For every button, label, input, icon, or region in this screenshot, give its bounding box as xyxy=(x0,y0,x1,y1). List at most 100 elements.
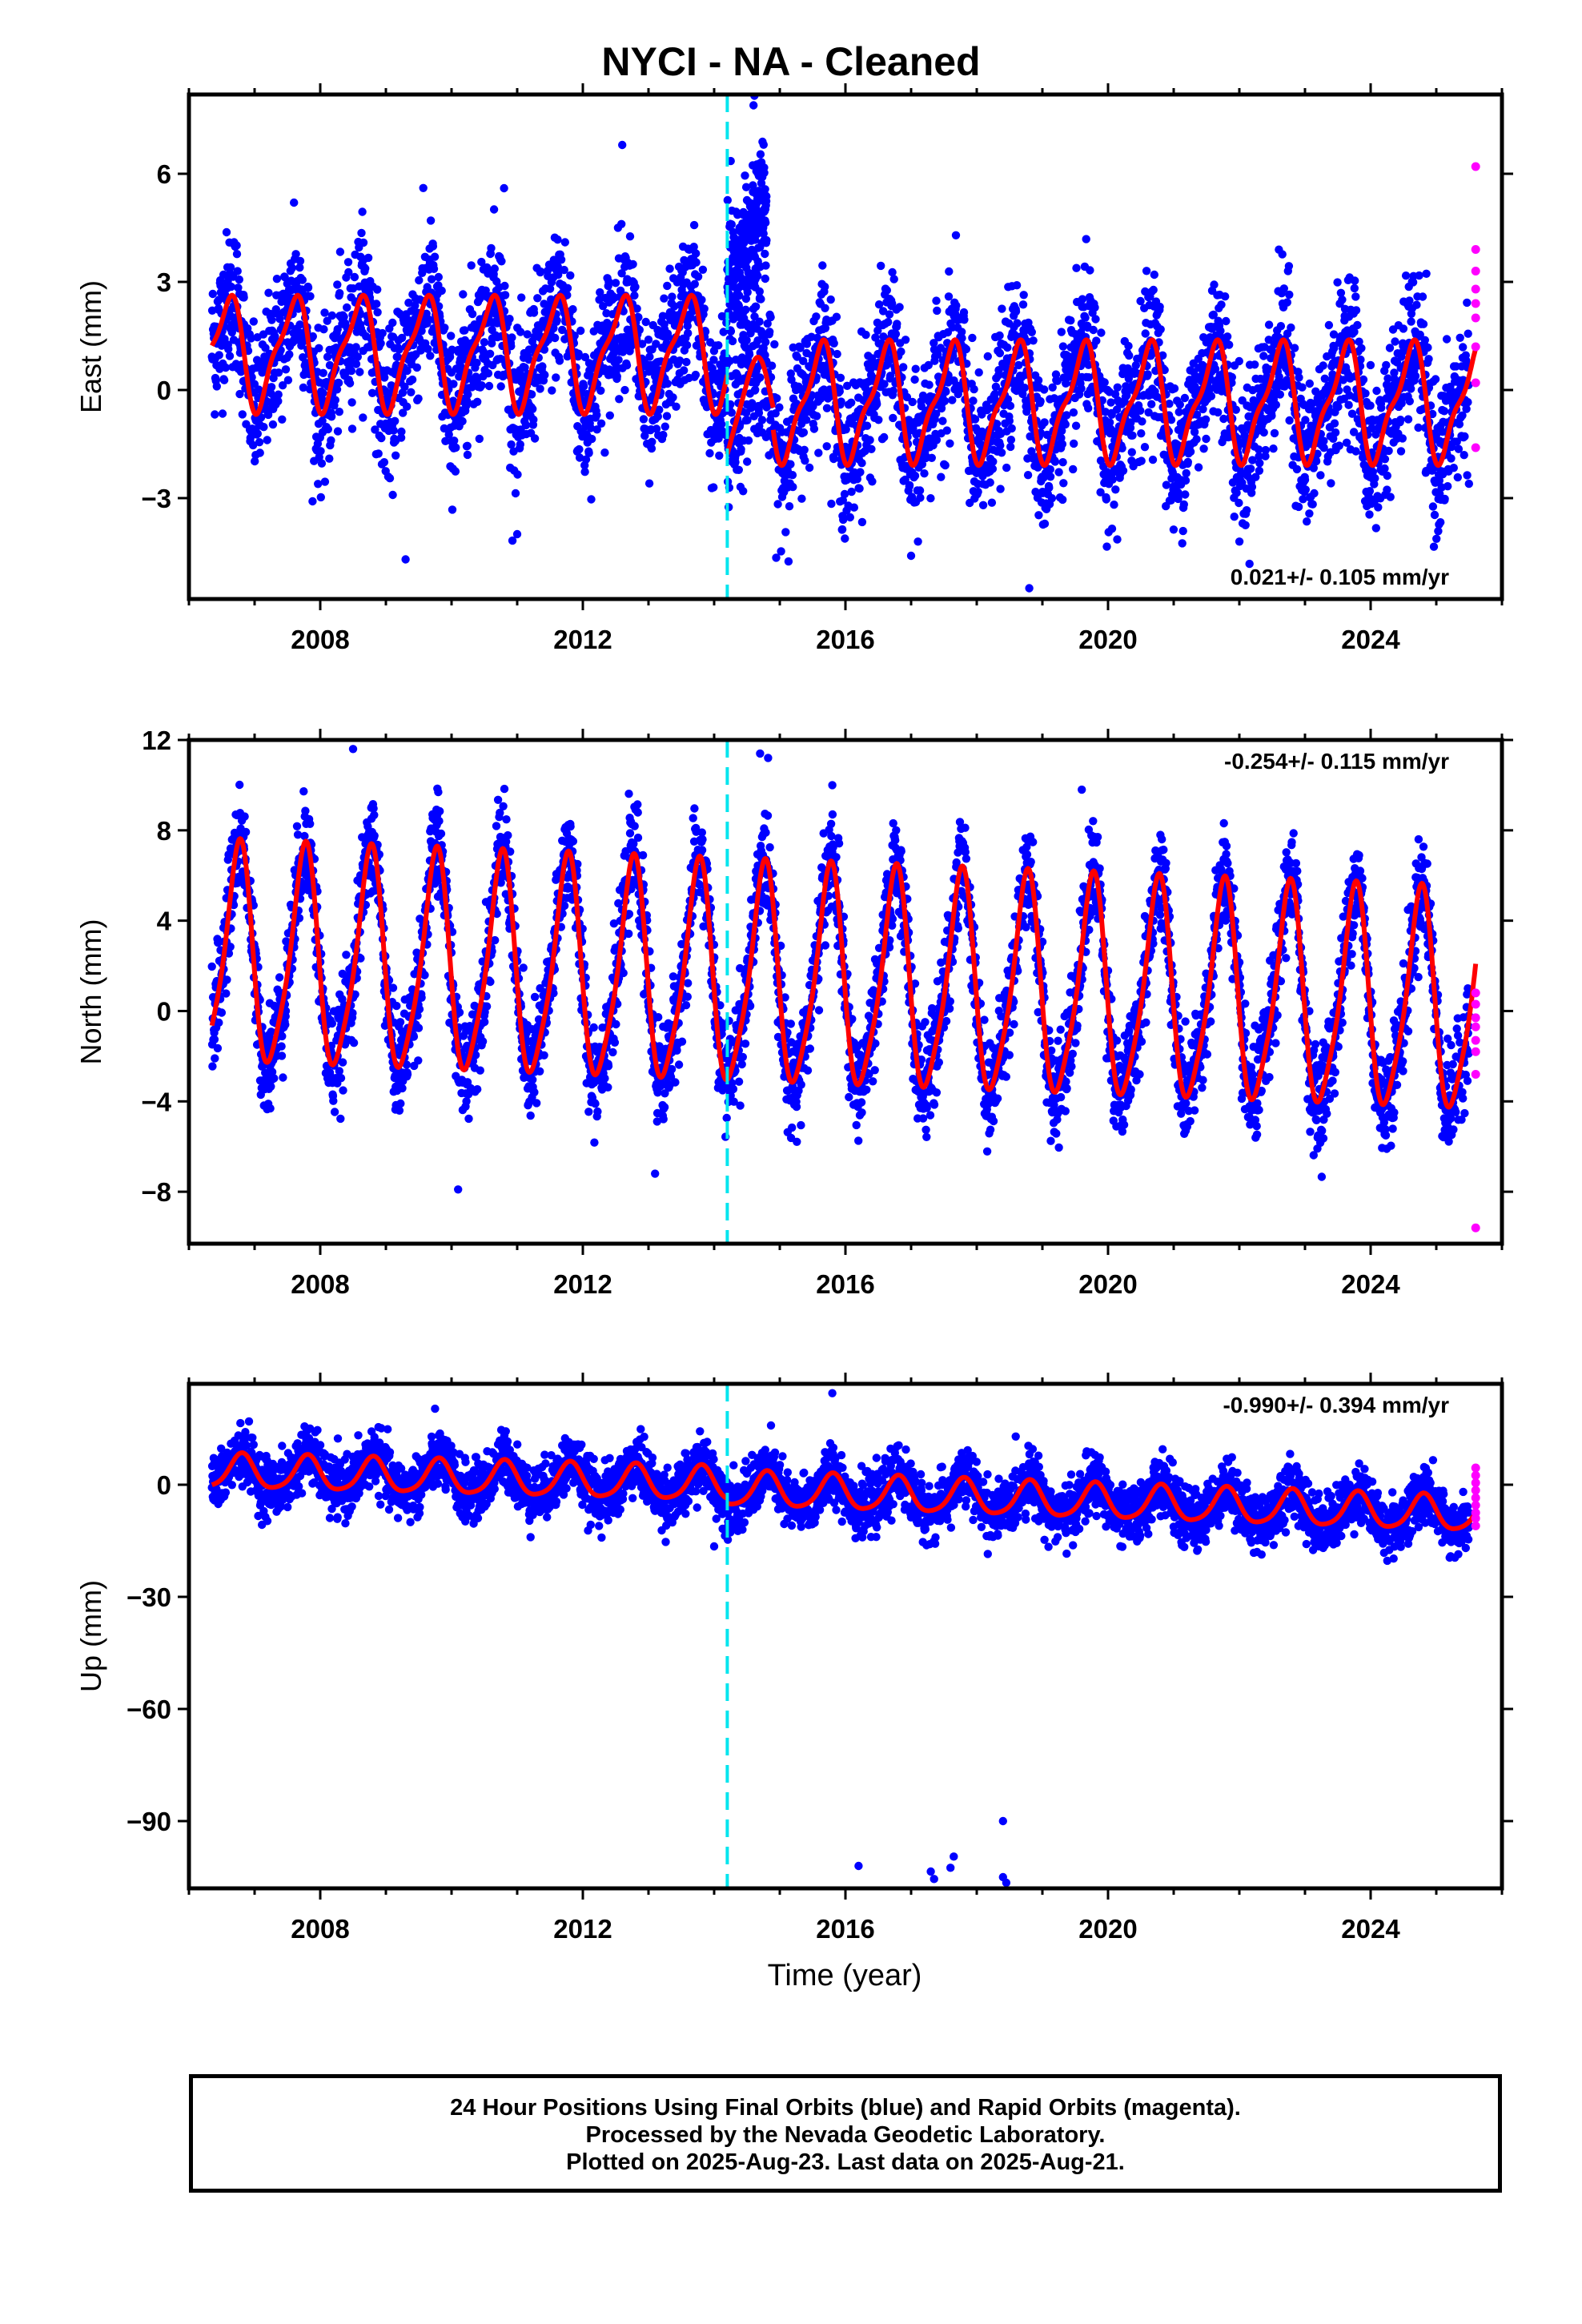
final-orbit-point xyxy=(1300,476,1310,485)
final-orbit-point xyxy=(1280,382,1289,391)
final-orbit-point xyxy=(874,416,883,424)
final-orbit-point xyxy=(1227,372,1237,382)
final-orbit-point xyxy=(1295,373,1303,382)
final-orbit-point xyxy=(226,263,235,271)
final-orbit-point xyxy=(868,477,877,486)
final-orbit-point xyxy=(1107,525,1117,533)
final-orbit-point xyxy=(796,344,805,352)
final-orbit-point xyxy=(604,277,613,287)
final-orbit-point xyxy=(556,255,566,264)
final-orbit-point xyxy=(397,427,406,436)
final-orbit-point xyxy=(1419,320,1428,328)
final-orbit-point xyxy=(889,386,897,396)
final-orbit-point xyxy=(347,424,357,433)
final-orbit-point xyxy=(617,219,626,228)
final-orbit-point xyxy=(1144,408,1153,417)
final-orbit-point xyxy=(669,393,677,402)
final-orbit-point xyxy=(986,478,994,487)
final-orbit-point xyxy=(1422,269,1431,278)
final-orbit-point xyxy=(684,328,693,338)
final-orbit-point xyxy=(992,420,1002,428)
final-orbit-point xyxy=(978,501,988,509)
final-orbit-point xyxy=(224,344,233,354)
final-orbit-point xyxy=(1006,436,1016,444)
final-orbit-point xyxy=(500,281,509,291)
final-orbit-point xyxy=(426,352,435,360)
final-orbit-point xyxy=(1006,442,1015,452)
final-orbit-point xyxy=(917,460,927,468)
final-orbit-point xyxy=(538,362,547,371)
final-orbit-point xyxy=(663,379,672,388)
final-orbit-point xyxy=(741,183,751,191)
final-orbit-point xyxy=(451,467,460,476)
y-tick-label: 0 xyxy=(157,376,171,405)
final-orbit-point xyxy=(1390,368,1399,377)
final-orbit-point xyxy=(873,326,882,335)
final-orbit-point xyxy=(1149,285,1158,295)
final-orbit-point xyxy=(213,1043,223,1053)
final-orbit-point xyxy=(335,288,344,298)
final-orbit-point xyxy=(1350,328,1359,336)
final-orbit-point xyxy=(588,434,596,444)
final-orbit-point xyxy=(274,390,283,399)
final-orbit-point xyxy=(359,238,368,247)
final-orbit-point xyxy=(958,334,966,343)
final-orbit-point xyxy=(941,460,950,470)
final-orbit-point xyxy=(693,272,703,281)
final-orbit-point xyxy=(212,382,221,391)
final-orbit-point xyxy=(818,261,827,270)
final-orbit-point xyxy=(1084,404,1093,412)
final-orbit-point xyxy=(339,312,348,321)
final-orbit-point xyxy=(268,420,278,429)
final-orbit-point xyxy=(1371,524,1381,533)
final-orbit-point xyxy=(574,349,583,358)
final-orbit-point xyxy=(1261,445,1271,455)
final-orbit-point xyxy=(861,330,870,340)
final-orbit-point xyxy=(1359,375,1368,384)
final-orbit-point xyxy=(1040,385,1049,394)
final-orbit-point xyxy=(812,412,821,420)
final-orbit-point xyxy=(475,295,484,304)
final-orbit-point xyxy=(765,328,774,336)
final-orbit-point xyxy=(927,453,937,462)
final-orbit-point xyxy=(1440,494,1449,504)
final-orbit-point xyxy=(448,505,457,514)
final-orbit-point xyxy=(1460,451,1468,460)
final-orbit-point xyxy=(885,372,895,380)
final-orbit-point xyxy=(248,440,258,450)
x-tick-label: 2020 xyxy=(1078,625,1137,654)
final-orbit-point xyxy=(757,179,766,187)
final-orbit-point xyxy=(374,449,383,458)
final-orbit-point xyxy=(316,447,325,456)
final-orbit-point xyxy=(267,1068,277,1076)
final-orbit-point xyxy=(481,286,490,295)
final-orbit-point xyxy=(1127,448,1137,456)
final-orbit-point xyxy=(1377,404,1386,412)
final-orbit-point xyxy=(945,267,954,276)
final-orbit-point xyxy=(221,363,231,372)
final-orbit-point xyxy=(592,425,601,434)
final-orbit-point xyxy=(1054,468,1063,476)
final-orbit-point xyxy=(1371,474,1379,483)
final-orbit-point xyxy=(235,275,243,284)
final-orbit-point xyxy=(487,243,496,253)
final-orbit-point xyxy=(840,489,849,499)
final-orbit-point xyxy=(596,386,605,395)
final-orbit-point xyxy=(1305,379,1315,388)
final-orbit-point xyxy=(249,317,258,326)
final-orbit-point xyxy=(255,448,264,457)
final-orbit-point xyxy=(1355,337,1363,346)
final-orbit-point xyxy=(1309,464,1319,472)
final-orbit-point xyxy=(1449,464,1459,472)
final-orbit-point xyxy=(691,370,701,380)
final-orbit-point xyxy=(857,517,867,527)
final-orbit-point xyxy=(901,336,910,344)
final-orbit-point xyxy=(709,483,718,492)
final-orbit-point xyxy=(323,352,332,361)
final-orbit-point xyxy=(549,324,558,333)
final-orbit-point xyxy=(586,424,595,432)
final-orbit-point xyxy=(837,397,845,406)
final-orbit-point xyxy=(837,525,847,534)
final-orbit-point xyxy=(463,441,472,450)
final-orbit-point xyxy=(814,448,823,457)
